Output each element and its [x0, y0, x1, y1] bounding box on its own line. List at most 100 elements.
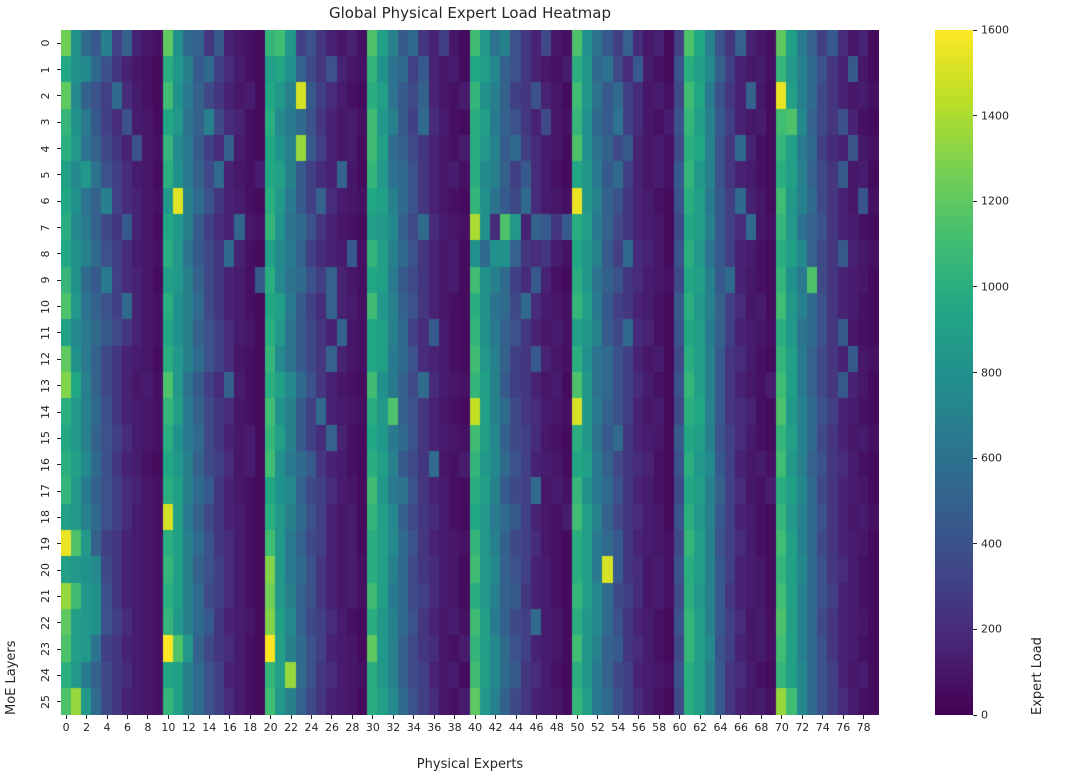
y-tick-mark	[57, 332, 61, 334]
y-tick-label: 7	[39, 224, 52, 232]
x-tick-label: 42	[488, 721, 503, 734]
y-tick-mark	[57, 253, 61, 255]
y-tick-label: 5	[39, 171, 52, 179]
colorbar-tick-mark	[973, 115, 977, 117]
x-tick-label: 68	[754, 721, 769, 734]
x-tick-label: 12	[181, 721, 196, 734]
x-tick-mark	[474, 715, 476, 719]
y-tick-mark	[57, 42, 61, 44]
chart-title: Global Physical Expert Load Heatmap	[329, 4, 611, 22]
colorbar-label: Expert Load	[1030, 637, 1045, 715]
x-tick-label: 62	[693, 721, 708, 734]
y-tick-mark	[57, 437, 61, 439]
colorbar-tick-label: 400	[981, 537, 1002, 551]
y-tick-label: 9	[39, 276, 52, 284]
x-tick-label: 20	[263, 721, 278, 734]
x-tick-mark	[679, 715, 681, 719]
colorbar-tick-mark	[973, 457, 977, 459]
y-tick-label: 3	[39, 118, 52, 126]
x-tick-label: 32	[386, 721, 401, 734]
x-tick-mark	[597, 715, 599, 719]
x-tick-mark	[208, 715, 210, 719]
x-tick-label: 0	[62, 721, 70, 734]
y-tick-label: 0	[39, 39, 52, 47]
y-tick-mark	[57, 622, 61, 624]
x-tick-label: 74	[815, 721, 830, 734]
x-tick-mark	[392, 715, 394, 719]
y-tick-label: 18	[39, 510, 52, 525]
colorbar-tick-label: 1000	[981, 280, 1009, 294]
x-tick-mark	[454, 715, 456, 719]
x-tick-mark	[167, 715, 169, 719]
y-tick-mark	[57, 490, 61, 492]
y-tick-label: 21	[39, 589, 52, 604]
x-tick-mark	[331, 715, 333, 719]
x-tick-mark	[740, 715, 742, 719]
x-tick-label: 50	[570, 721, 585, 734]
y-tick-mark	[57, 674, 61, 676]
x-tick-mark	[720, 715, 721, 719]
y-tick-mark	[57, 69, 61, 71]
colorbar-tick-label: 1600	[981, 23, 1009, 37]
x-tick-mark	[760, 715, 762, 719]
y-axis-label: MoE Layers	[4, 640, 19, 715]
x-tick-mark	[801, 715, 803, 719]
y-tick-mark	[57, 306, 61, 308]
x-tick-label: 8	[144, 721, 152, 734]
colorbar-tick-mark	[973, 286, 977, 288]
colorbar-tick-label: 200	[981, 622, 1002, 636]
colorbar-tick-mark	[973, 628, 977, 630]
x-tick-label: 66	[733, 721, 748, 734]
x-tick-mark	[495, 715, 497, 719]
x-tick-mark	[515, 715, 517, 719]
y-tick-label: 8	[39, 250, 52, 258]
y-tick-label: 6	[39, 197, 52, 205]
colorbar-tick-mark	[973, 543, 977, 545]
x-tick-label: 44	[509, 721, 523, 734]
y-tick-label: 12	[39, 352, 52, 367]
colorbar-tick-label: 1400	[981, 109, 1009, 123]
x-tick-mark	[249, 715, 251, 719]
x-tick-mark	[372, 715, 374, 719]
colorbar-tick-label: 0	[981, 708, 988, 722]
y-tick-mark	[57, 701, 61, 703]
y-tick-mark	[57, 385, 61, 387]
x-tick-mark	[270, 715, 272, 719]
heatmap-canvas	[61, 30, 879, 715]
x-tick-label: 30	[365, 721, 380, 734]
y-tick-mark	[57, 648, 61, 650]
y-tick-mark	[57, 595, 61, 597]
x-tick-mark	[535, 715, 537, 719]
x-tick-mark	[351, 715, 353, 719]
x-tick-label: 64	[713, 721, 728, 734]
x-tick-label: 56	[631, 721, 646, 734]
colorbar-tick-mark	[973, 200, 977, 202]
y-tick-label: 22	[39, 615, 52, 630]
y-tick-mark	[57, 464, 61, 466]
x-tick-label: 52	[590, 721, 605, 734]
y-tick-mark	[57, 569, 61, 571]
x-tick-mark	[413, 715, 415, 719]
y-tick-mark	[57, 411, 61, 413]
y-tick-label: 25	[39, 694, 52, 709]
y-tick-mark	[57, 200, 61, 202]
colorbar-tick-label: 800	[981, 366, 1002, 379]
y-tick-mark	[57, 358, 61, 360]
x-tick-mark	[229, 715, 231, 719]
y-tick-label: 19	[39, 536, 52, 551]
x-tick-label: 76	[836, 721, 851, 734]
y-tick-mark	[57, 516, 61, 518]
x-tick-mark	[188, 715, 190, 719]
x-tick-label: 34	[406, 721, 421, 734]
y-tick-label: 4	[39, 145, 52, 153]
y-tick-label: 15	[39, 431, 52, 446]
x-tick-label: 10	[161, 721, 176, 734]
x-tick-mark	[617, 715, 619, 719]
x-tick-label: 40	[468, 721, 483, 734]
y-tick-label: 1	[39, 66, 52, 74]
x-tick-mark	[65, 715, 67, 719]
x-tick-label: 14	[202, 721, 217, 734]
x-tick-label: 48	[549, 721, 564, 734]
y-tick-mark	[57, 148, 61, 150]
